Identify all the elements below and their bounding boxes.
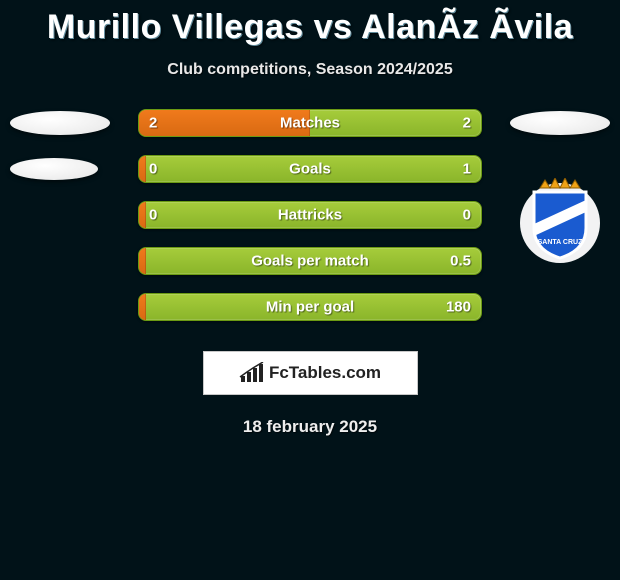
stat-bar-fill-left xyxy=(139,202,146,228)
stat-right-value: 0 xyxy=(463,207,471,224)
stat-left-value: 0 xyxy=(149,161,157,178)
stat-bar-fill-left xyxy=(139,294,146,320)
player-left-badge xyxy=(10,111,110,135)
stat-right-value: 1 xyxy=(463,161,471,178)
stat-label: Min per goal xyxy=(266,299,354,316)
stat-right-value: 180 xyxy=(446,299,471,316)
player-right-badge xyxy=(510,111,610,135)
club-crest: SANTA CRUZ xyxy=(510,178,610,264)
site-logo[interactable]: FcTables.com xyxy=(203,351,418,395)
subtitle: Club competitions, Season 2024/2025 xyxy=(0,61,620,79)
ellipse-placeholder-icon xyxy=(510,111,610,135)
stat-label: Goals per match xyxy=(251,253,369,270)
site-logo-text: FcTables.com xyxy=(269,363,381,383)
stat-label: Hattricks xyxy=(278,207,342,224)
ellipse-placeholder-icon xyxy=(10,158,98,180)
stat-left-value: 0 xyxy=(149,207,157,224)
stat-label: Goals xyxy=(289,161,331,178)
page-title: Murillo Villegas vs AlanÃ­z Ãvila xyxy=(0,8,620,47)
stat-row: 2 Matches 2 xyxy=(0,109,620,137)
crest-icon: SANTA CRUZ xyxy=(510,178,610,264)
stat-row: Min per goal 180 xyxy=(0,293,620,321)
crest-text: SANTA CRUZ xyxy=(538,239,583,246)
stat-bar: 2 Matches 2 xyxy=(138,109,482,137)
stat-right-value: 0.5 xyxy=(450,253,471,270)
stat-bar-fill-left xyxy=(139,248,146,274)
stat-bar: 0 Goals 1 xyxy=(138,155,482,183)
stat-bar: 0 Hattricks 0 xyxy=(138,201,482,229)
stat-left-value: 2 xyxy=(149,115,157,132)
stat-right-value: 2 xyxy=(463,115,471,132)
stat-bar: Min per goal 180 xyxy=(138,293,482,321)
stat-label: Matches xyxy=(280,115,340,132)
bar-chart-icon xyxy=(239,362,265,384)
stat-bar: Goals per match 0.5 xyxy=(138,247,482,275)
player-left-badge xyxy=(10,158,98,180)
date-text: 18 february 2025 xyxy=(0,417,620,437)
ellipse-placeholder-icon xyxy=(10,111,110,135)
stat-bar-fill-left xyxy=(139,156,146,182)
